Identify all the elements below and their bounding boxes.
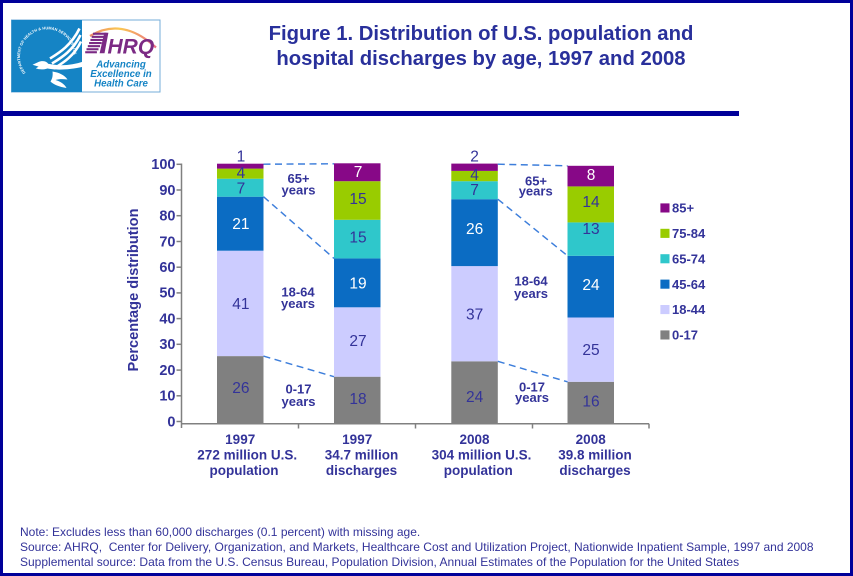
- svg-text:75-84: 75-84: [672, 226, 706, 241]
- svg-text:0-17: 0-17: [672, 328, 698, 343]
- svg-text:0-17: 0-17: [519, 380, 545, 395]
- svg-text:70: 70: [159, 234, 175, 250]
- svg-text:50: 50: [159, 286, 175, 302]
- svg-text:24: 24: [582, 277, 600, 294]
- svg-text:discharges: discharges: [559, 463, 630, 478]
- svg-text:18-64: 18-64: [281, 285, 315, 300]
- svg-text:40: 40: [159, 311, 175, 327]
- svg-text:1997: 1997: [225, 432, 255, 447]
- svg-text:304 million U.S.: 304 million U.S.: [432, 447, 532, 462]
- svg-text:30: 30: [159, 337, 175, 353]
- svg-text:34.7 million: 34.7 million: [325, 447, 399, 462]
- svg-text:10: 10: [159, 389, 175, 405]
- svg-text:45-64: 45-64: [672, 277, 706, 292]
- svg-text:HRQ: HRQ: [108, 35, 155, 58]
- svg-text:years: years: [282, 182, 316, 197]
- svg-text:14: 14: [582, 194, 600, 211]
- svg-text:65+: 65+: [287, 171, 309, 186]
- svg-text:7: 7: [237, 181, 246, 198]
- svg-text:24: 24: [466, 389, 484, 406]
- svg-text:21: 21: [232, 216, 249, 233]
- svg-text:years: years: [282, 394, 316, 409]
- svg-text:Percentage distribution: Percentage distribution: [126, 208, 142, 371]
- svg-text:1997: 1997: [342, 432, 372, 447]
- svg-text:4: 4: [470, 167, 479, 184]
- svg-text:25: 25: [582, 342, 599, 359]
- svg-text:0: 0: [167, 414, 175, 430]
- svg-text:39.8 million: 39.8 million: [558, 447, 632, 462]
- svg-text:18-64: 18-64: [514, 274, 548, 289]
- svg-text:26: 26: [232, 380, 249, 397]
- svg-text:2008: 2008: [459, 432, 490, 447]
- svg-text:population: population: [444, 463, 513, 478]
- svg-text:16: 16: [582, 393, 599, 410]
- svg-text:years: years: [519, 183, 553, 198]
- svg-text:4: 4: [237, 165, 246, 182]
- svg-text:years: years: [515, 390, 549, 405]
- svg-text:15: 15: [349, 191, 366, 208]
- svg-text:2: 2: [470, 149, 479, 166]
- svg-text:2008: 2008: [576, 432, 607, 447]
- svg-text:1: 1: [237, 149, 246, 166]
- svg-text:20: 20: [159, 363, 175, 379]
- svg-text:272 million U.S.: 272 million U.S.: [197, 447, 297, 462]
- svg-text:7: 7: [470, 182, 479, 199]
- svg-text:65+: 65+: [525, 174, 547, 189]
- svg-text:80: 80: [159, 209, 175, 225]
- svg-text:85+: 85+: [672, 201, 694, 216]
- svg-text:100: 100: [151, 157, 175, 173]
- svg-text:years: years: [514, 286, 548, 301]
- svg-text:years: years: [281, 296, 315, 311]
- svg-text:18: 18: [349, 391, 366, 408]
- svg-text:90: 90: [159, 183, 175, 199]
- svg-text:Health Care: Health Care: [94, 79, 148, 90]
- svg-text:26: 26: [466, 221, 483, 238]
- svg-text:population: population: [210, 463, 279, 478]
- svg-text:37: 37: [466, 306, 483, 323]
- svg-text:discharges: discharges: [326, 463, 397, 478]
- svg-text:8: 8: [587, 167, 596, 184]
- svg-text:15: 15: [349, 229, 366, 246]
- svg-text:13: 13: [582, 221, 599, 238]
- svg-text:27: 27: [349, 333, 366, 350]
- svg-text:0-17: 0-17: [285, 382, 311, 397]
- svg-text:7: 7: [354, 164, 363, 181]
- svg-text:41: 41: [232, 296, 249, 313]
- svg-text:Advancing: Advancing: [95, 59, 146, 70]
- svg-text:60: 60: [159, 260, 175, 276]
- svg-text:Excellence in: Excellence in: [90, 69, 151, 80]
- svg-text:19: 19: [349, 275, 366, 292]
- svg-text:18-44: 18-44: [672, 302, 706, 317]
- svg-text:65-74: 65-74: [672, 251, 706, 266]
